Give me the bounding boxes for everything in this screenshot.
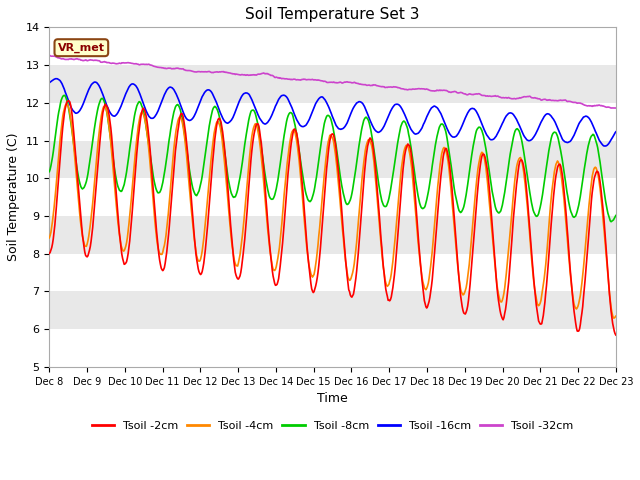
Tsoil -8cm [202,145,210,151]
Tsoil -32cm [114,61,122,67]
Tsoil -2cm [612,332,620,338]
Tsoil -32cm [56,55,63,61]
Bar [49,65,616,103]
Tsoil -16cm [602,143,609,149]
Tsoil -32cm [402,86,410,92]
Bar [49,103,616,141]
Tsoil -4cm [56,143,63,148]
Tsoil -16cm [419,123,427,129]
Tsoil -4cm [63,101,70,107]
Tsoil -16cm [52,76,60,82]
Bar [49,216,616,254]
Y-axis label: Soil Temperature (C): Soil Temperature (C) [7,133,20,262]
Line: Tsoil -16cm: Tsoil -16cm [49,79,616,146]
Tsoil -4cm [45,235,53,241]
Tsoil -2cm [56,162,63,168]
Tsoil -4cm [172,127,180,132]
Text: VR_met: VR_met [58,43,105,53]
Tsoil -16cm [45,80,53,85]
Line: Tsoil -8cm: Tsoil -8cm [49,96,616,222]
Tsoil -2cm [65,98,72,104]
Tsoil -8cm [56,105,63,111]
Tsoil -8cm [612,213,620,218]
Line: Tsoil -4cm: Tsoil -4cm [49,104,616,318]
Tsoil -32cm [45,53,53,59]
Tsoil -8cm [172,103,180,108]
Legend: Tsoil -2cm, Tsoil -4cm, Tsoil -8cm, Tsoil -16cm, Tsoil -32cm: Tsoil -2cm, Tsoil -4cm, Tsoil -8cm, Tsoi… [88,417,578,435]
Bar [49,329,616,367]
Tsoil -2cm [172,142,180,147]
Tsoil -8cm [607,219,615,225]
Tsoil -8cm [403,122,410,128]
Bar [49,141,616,178]
Tsoil -32cm [610,105,618,111]
Tsoil -4cm [115,226,122,232]
Tsoil -4cm [403,143,410,148]
Tsoil -16cm [56,78,64,84]
Line: Tsoil -2cm: Tsoil -2cm [49,101,616,335]
Tsoil -8cm [60,93,68,98]
Bar [49,178,616,216]
Tsoil -2cm [403,145,410,151]
Tsoil -16cm [172,91,180,97]
Tsoil -4cm [202,212,210,217]
Tsoil -8cm [115,185,122,191]
Tsoil -4cm [419,278,427,284]
Bar [49,27,616,65]
Tsoil -32cm [172,66,179,72]
Tsoil -4cm [611,315,618,321]
Tsoil -8cm [45,169,53,175]
X-axis label: Time: Time [317,392,348,405]
Tsoil -8cm [419,206,427,212]
Tsoil -2cm [202,239,210,245]
Tsoil -4cm [612,313,620,319]
Tsoil -16cm [612,129,620,135]
Tsoil -2cm [45,251,53,256]
Tsoil -16cm [202,88,210,94]
Tsoil -2cm [115,221,122,227]
Tsoil -32cm [418,86,426,92]
Bar [49,254,616,291]
Tsoil -16cm [403,115,410,121]
Tsoil -2cm [419,285,427,290]
Title: Soil Temperature Set 3: Soil Temperature Set 3 [245,7,420,22]
Tsoil -16cm [115,108,122,114]
Line: Tsoil -32cm: Tsoil -32cm [49,56,616,108]
Bar [49,291,616,329]
Tsoil -32cm [202,69,209,74]
Tsoil -32cm [612,105,620,111]
